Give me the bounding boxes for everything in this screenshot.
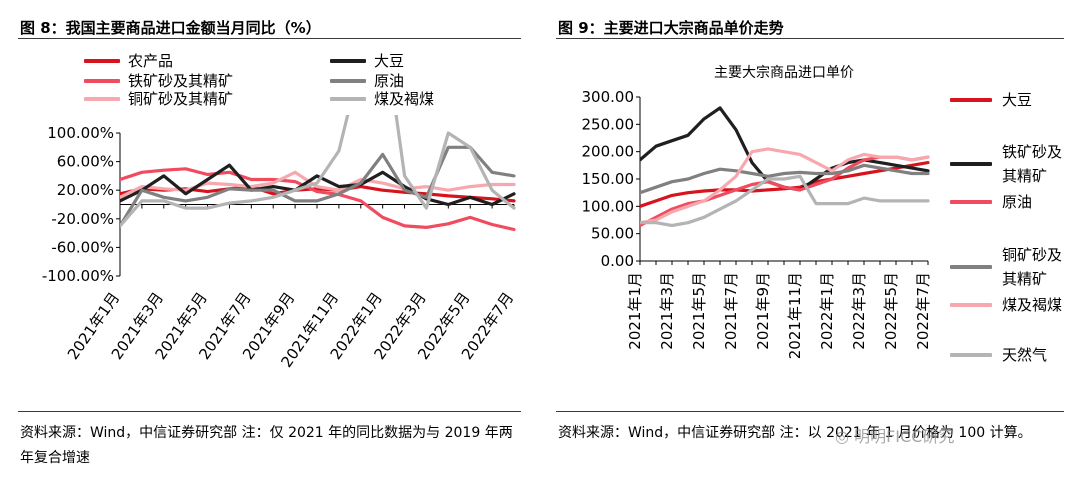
right-source-rule: [556, 411, 1064, 412]
right-x-tick-label: 2022年1月: [818, 272, 836, 350]
right-legend-label: 天然气: [1002, 346, 1048, 364]
right-legend-label: 铜矿砂及其精矿: [1002, 246, 1063, 288]
right-x-tick-label: 2021年1月: [626, 272, 644, 350]
left-legend-item: 铁矿砂及其精矿: [84, 70, 233, 91]
left-legend-label: 农产品: [128, 52, 174, 70]
right-x-tick-label: 2021年5月: [690, 272, 708, 350]
left-series-line-3: [120, 163, 516, 207]
right-x-tick-label: 2021年7月: [722, 272, 740, 350]
left-legend-label: 煤及褐煤: [374, 90, 435, 108]
left-y-tick-label: -100.00%: [42, 267, 114, 285]
right-legend-item: 煤及褐煤: [950, 293, 1062, 317]
left-legend-item: 大豆: [330, 50, 404, 71]
right-legend-label: 大豆: [1002, 91, 1033, 109]
left-series-line-0: [120, 185, 516, 203]
right-legend-swatch: [950, 303, 992, 307]
left-y-tick-label: -60.00%: [51, 238, 114, 256]
right-legend-swatch: [950, 98, 992, 102]
right-y-tick-label: 100.00: [582, 197, 635, 215]
left-legend-item: 农产品: [84, 50, 173, 71]
left-y-tick-label: 60.00%: [57, 153, 114, 171]
right-x-tick-label: 2022年3月: [850, 272, 868, 350]
right-series-line-0: [640, 161, 930, 208]
left-title-rule: [18, 38, 521, 39]
left-legend-swatch: [330, 58, 366, 63]
right-legend-label: 煤及褐煤: [1002, 296, 1063, 314]
left-series-line-5: [120, 115, 516, 228]
right-x-tick-label: 2022年5月: [882, 272, 900, 350]
left-legend-label: 铁矿砂及其精矿: [128, 72, 234, 90]
right-x-tick-label: 2022年7月: [914, 272, 932, 350]
left-x-tick-label: 2022年7月: [458, 289, 517, 363]
left-x-tick-label: 2021年7月: [195, 289, 254, 363]
right-y-tick-label: 150.00: [582, 170, 635, 188]
left-legend-item: 煤及褐煤: [330, 88, 434, 109]
left-legend-item: 铜矿砂及其精矿: [84, 88, 233, 109]
left-x-tick-label: 2021年9月: [239, 289, 298, 363]
right-series-line-2: [640, 155, 930, 228]
watermark-text: 明明FICC研究: [854, 427, 955, 446]
left-chart-title: 图 8：我国主要商品进口金额当月同比（%）: [20, 19, 321, 37]
left-x-tick-label: 2021年1月: [64, 289, 123, 363]
left-source-rule: [18, 411, 521, 412]
wechat-icon: ◎: [835, 427, 849, 446]
left-x-tick-label: 2021年5月: [152, 289, 211, 363]
right-series-line-4: [640, 147, 930, 225]
right-y-tick-label: 50.00: [591, 225, 634, 243]
right-x-tick-label: 2021年11月: [786, 272, 804, 359]
right-y-tick-label: 200.00: [582, 143, 635, 161]
right-title-rule: [556, 38, 1064, 39]
right-plot-title: 主要大宗商品进口单价: [714, 65, 854, 81]
right-legend-swatch: [950, 353, 992, 357]
left-y-tick-label: 100.00%: [47, 124, 114, 142]
left-legend-swatch: [84, 78, 120, 83]
right-chart-title: 图 9：主要进口大宗商品单价走势: [558, 19, 784, 37]
left-x-tick-label: 2022年1月: [327, 289, 386, 363]
left-legend-swatch: [84, 96, 120, 101]
right-source-note: 资料来源：Wind，中信证券研究部 注：以 2021 年 1 月价格为 100 …: [558, 425, 1032, 441]
left-legend-label: 原油: [374, 72, 405, 90]
right-legend-item: 原油: [950, 190, 1062, 214]
right-series-line-5: [640, 174, 930, 228]
left-y-tick-label: -20.00%: [51, 210, 114, 228]
left-source-note: 资料来源：Wind，中信证券研究部 注：仅 2021 年的同比数据为与 2019…: [20, 425, 513, 466]
watermark: ◎ 明明FICC研究: [835, 423, 954, 447]
left-x-tick-label: 2021年11月: [277, 289, 342, 371]
left-legend-swatch: [330, 96, 366, 101]
right-legend-item: 铜矿砂及其精矿: [950, 243, 1062, 291]
left-legend-item: 原油: [330, 70, 404, 91]
right-legend-swatch: [950, 265, 992, 269]
left-series-line-2: [120, 170, 516, 199]
right-legend-swatch: [950, 200, 992, 204]
left-series-line-4: [120, 145, 516, 228]
left-legend-label: 铜矿砂及其精矿: [128, 90, 234, 108]
left-y-tick-label: 20.00%: [57, 181, 114, 199]
left-legend-swatch: [84, 58, 120, 63]
right-series-line-3: [640, 163, 930, 195]
right-legend-swatch: [950, 162, 992, 166]
left-x-tick-label: 2022年5月: [414, 289, 473, 363]
right-y-tick-label: 300.00: [582, 88, 635, 106]
left-legend-swatch: [330, 78, 366, 83]
left-series-line-1: [120, 167, 516, 232]
right-legend-label: 铁矿砂及其精矿: [1002, 143, 1063, 185]
right-x-tick-label: 2021年9月: [754, 272, 772, 350]
right-legend-label: 原油: [1002, 193, 1033, 211]
right-x-tick-label: 2021年3月: [658, 272, 676, 350]
left-x-tick-label: 2022年3月: [370, 289, 429, 363]
right-series-line-1: [640, 106, 930, 192]
left-legend-label: 大豆: [374, 52, 405, 70]
right-legend-item: 天然气: [950, 343, 1062, 367]
right-legend-item: 铁矿砂及其精矿: [950, 140, 1062, 188]
left-x-tick-label: 2021年3月: [108, 289, 167, 363]
right-legend-item: 大豆: [950, 88, 1062, 112]
right-y-tick-label: 0.00: [601, 252, 634, 270]
right-y-tick-label: 250.00: [582, 115, 635, 133]
